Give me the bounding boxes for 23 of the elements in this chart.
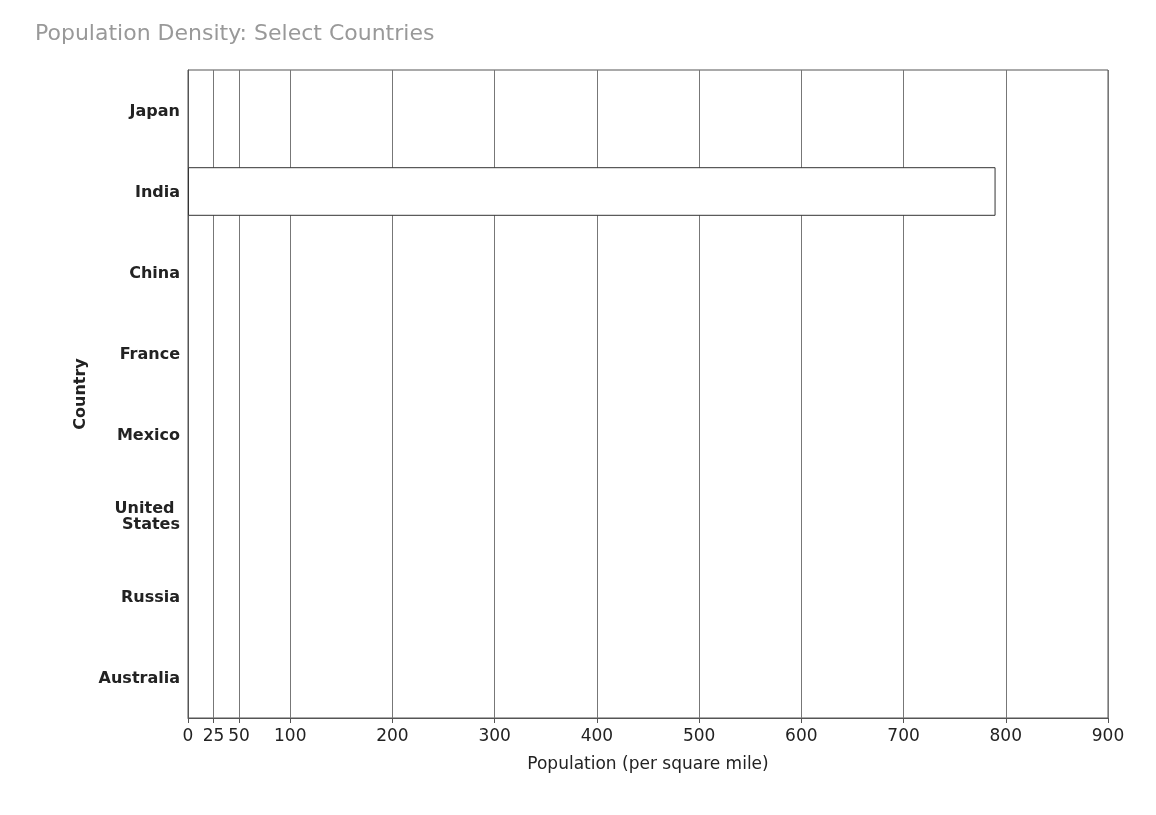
x-tick-label: 25 [202, 724, 225, 745]
y-tick-label: India [134, 182, 180, 201]
x-tick-label: 300 [478, 724, 511, 745]
y-tick-label: Japan [128, 101, 180, 120]
x-tick-label: 900 [1091, 724, 1125, 745]
x-tick-label: 100 [274, 724, 307, 745]
x-tick-label: 700 [887, 724, 920, 745]
y-axis-title: Country [70, 357, 90, 430]
y-tick-label: Australia [98, 668, 180, 687]
x-tick-label: 400 [580, 724, 614, 745]
x-tick-label: 500 [682, 724, 716, 745]
x-tick-label: 0 [182, 724, 194, 745]
y-tick-label: China [129, 263, 180, 282]
y-tick-label: Mexico [116, 425, 180, 444]
x-axis-title: Population (per square mile) [527, 752, 769, 773]
chart-title: Population Density: Select Countries [35, 19, 435, 45]
y-tick-label: United States [114, 498, 180, 533]
y-tick-label: France [119, 344, 181, 363]
y-tick-label: Russia [120, 587, 180, 606]
x-tick-label: 600 [785, 724, 818, 745]
x-tick-label: 200 [376, 724, 409, 745]
x-tick-label: 50 [228, 724, 250, 745]
x-tick-label: 800 [989, 724, 1022, 745]
